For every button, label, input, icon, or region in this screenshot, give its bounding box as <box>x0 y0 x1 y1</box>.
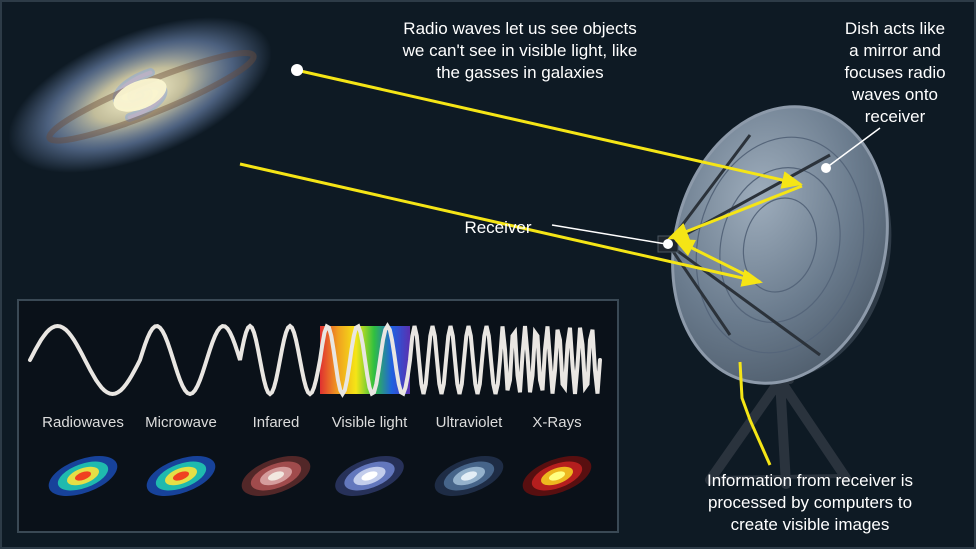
spectrum-band-label: Radiowaves <box>38 414 128 431</box>
leader-dot <box>821 163 831 173</box>
spectrum-band-label: Microwave <box>136 414 226 431</box>
label-radio-waves: Radio waves let us see objects we can't … <box>370 18 670 84</box>
label-info: Information from receiver is processed b… <box>660 470 960 536</box>
ray-source-dot <box>291 64 303 76</box>
spectrum-band-label: X-Rays <box>522 414 592 431</box>
label-dish: Dish acts like a mirror and focuses radi… <box>820 18 970 128</box>
label-receiver: Receiver <box>448 217 548 239</box>
spectrum-band-label: Ultraviolet <box>424 414 514 431</box>
leader-dot <box>663 239 673 249</box>
spectrum-band-label: Infared <box>236 414 316 431</box>
spectrum-band-label: Visible light <box>322 414 417 431</box>
